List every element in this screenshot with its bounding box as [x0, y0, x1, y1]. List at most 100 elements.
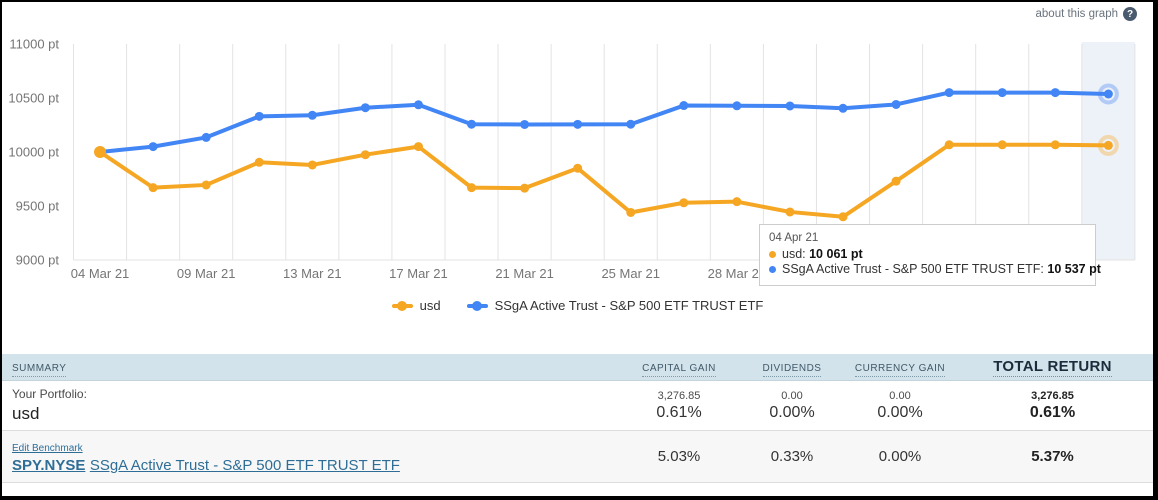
tooltip-series-bullet — [769, 266, 776, 273]
hover-halo-benchmark — [1097, 83, 1119, 105]
hovered-column-highlight — [1081, 42, 1135, 260]
legend-marker-icon — [391, 300, 413, 311]
about-this-graph-link[interactable]: about this graph ? — [1036, 7, 1137, 21]
chart-tooltip: 04 Apr 21 usd: 10 061 pt SSgA Active Trus… — [759, 224, 1101, 286]
data-point-benchmark[interactable] — [679, 101, 689, 111]
legend-item-usd[interactable]: usd — [391, 298, 441, 313]
data-point-usd[interactable] — [785, 207, 795, 217]
tooltip-row: usd: 10 061 pt — [769, 247, 1087, 262]
chart-legend: usd SSgA Active Trust - S&P 500 ETF TRUST… — [2, 298, 1153, 313]
legend-label: SSgA Active Trust - S&P 500 ETF TRUST ET… — [494, 298, 764, 313]
x-axis-tick-label: 17 Mar 21 — [389, 266, 448, 281]
data-point-benchmark[interactable] — [148, 142, 158, 152]
data-point-benchmark[interactable] — [891, 99, 901, 109]
data-point-usd[interactable] — [413, 142, 423, 152]
summary-table-section: SUMMARY CAPITAL GAIN DIVIDENDS CURRENCY … — [2, 354, 1153, 483]
data-point-benchmark[interactable] — [467, 119, 477, 129]
benchmark-row: Edit Benchmark SPY.NYSE SSgA Active Trus… — [2, 430, 1153, 483]
hover-halo-usd — [1097, 134, 1119, 156]
performance-line-chart: 11000 pt 10500 pt 10000 pt 9500 pt 9000 pt 04… — [8, 37, 1136, 281]
edit-benchmark-link[interactable]: Edit Benchmark — [12, 443, 83, 454]
data-point-usd[interactable] — [201, 180, 211, 190]
data-point-usd[interactable] — [944, 140, 954, 150]
data-point-usd[interactable] — [679, 198, 689, 208]
data-point-benchmark[interactable] — [785, 101, 795, 111]
portfolio-dividends-amount: 0.00 — [781, 389, 803, 402]
header-total-return[interactable]: TOTAL RETURN — [993, 358, 1112, 377]
y-axis-tick-label: 9500 pt — [16, 199, 60, 214]
data-point-usd[interactable] — [1103, 140, 1113, 150]
legend-item-benchmark[interactable]: SSgA Active Trust - S&P 500 ETF TRUST ET… — [466, 298, 764, 313]
tooltip-row: SSgA Active Trust - S&P 500 ETF TRUST ET… — [769, 262, 1101, 277]
portfolio-currency-gain-amount: 0.00 — [889, 389, 911, 402]
summary-table: SUMMARY CAPITAL GAIN DIVIDENDS CURRENCY … — [2, 354, 1153, 483]
header-currency-gain[interactable]: CURRENCY GAIN — [854, 363, 946, 377]
data-point-benchmark[interactable] — [413, 100, 423, 110]
portfolio-row: Your Portfolio: usd 3,276.85 0.61% 0.00 … — [2, 380, 1153, 431]
data-point-usd[interactable] — [732, 197, 742, 207]
data-point-usd[interactable] — [254, 157, 264, 167]
tooltip-series-bullet — [769, 251, 776, 258]
x-axis-tick-label: 28 Mar 21 — [708, 266, 767, 281]
portfolio-capital-gain-amount: 3,276.85 — [657, 389, 701, 402]
data-point-benchmark[interactable] — [360, 103, 370, 113]
benchmark-name-link[interactable]: SSgA Active Trust - S&P 500 ETF TRUST ET… — [89, 457, 400, 474]
tooltip-date: 04 Apr 21 — [769, 232, 819, 244]
header-dividends[interactable]: DIVIDENDS — [762, 363, 822, 377]
data-point-usd[interactable] — [838, 212, 848, 222]
series-line-benchmark — [98, 90, 1111, 154]
data-point-benchmark[interactable] — [254, 111, 264, 121]
header-capital-gain[interactable]: CAPITAL GAIN — [642, 363, 716, 377]
x-axis-tick-label: 09 Mar 21 — [177, 266, 236, 281]
portfolio-currency-gain-percent: 0.00% — [877, 403, 923, 421]
portfolio-dividends-percent: 0.00% — [769, 403, 815, 421]
legend-label: usd — [419, 298, 441, 313]
data-point-benchmark[interactable] — [732, 101, 742, 111]
data-point-usd[interactable] — [360, 150, 370, 160]
data-point-benchmark[interactable] — [520, 119, 530, 129]
portfolio-label: Your Portfolio: — [12, 387, 87, 401]
data-point-benchmark[interactable] — [997, 88, 1007, 98]
help-icon[interactable]: ? — [1123, 7, 1137, 21]
data-point-usd[interactable] — [148, 183, 158, 193]
x-axis-tick-label: 04 Mar 21 — [71, 266, 130, 281]
summary-table-header-row: SUMMARY CAPITAL GAIN DIVIDENDS CURRENCY … — [2, 354, 1153, 381]
y-axis-tick-label: 10500 pt — [8, 91, 59, 106]
data-point-usd[interactable] — [573, 163, 583, 173]
data-point-usd[interactable] — [1050, 140, 1060, 150]
data-point-usd[interactable] — [997, 140, 1007, 150]
series-line-usd — [98, 142, 1111, 219]
data-point-usd[interactable] — [520, 183, 530, 193]
benchmark-ticker-link[interactable]: SPY.NYSE — [12, 457, 86, 474]
benchmark-total-return-percent: 5.37% — [1031, 448, 1074, 465]
data-point-usd[interactable] — [94, 146, 107, 158]
data-point-usd[interactable] — [891, 176, 901, 186]
data-point-benchmark[interactable] — [626, 119, 636, 129]
data-point-usd[interactable] — [467, 183, 477, 193]
portfolio-name: usd — [12, 404, 40, 423]
y-axis-tick-label: 9000 pt — [16, 253, 60, 268]
about-this-graph-label: about this graph — [1035, 8, 1118, 20]
data-point-usd[interactable] — [626, 207, 636, 217]
y-axis-tick-label: 10000 pt — [8, 145, 59, 160]
header-summary[interactable]: SUMMARY — [12, 363, 67, 377]
benchmark-currency-gain-percent: 0.00% — [878, 448, 922, 465]
legend-marker-icon — [466, 300, 488, 311]
data-point-benchmark[interactable] — [944, 88, 954, 98]
tooltip-series-text: SSgA Active Trust - S&P 500 ETF TRUST ET… — [782, 262, 1101, 276]
data-point-benchmark[interactable] — [838, 103, 848, 113]
data-point-usd[interactable] — [307, 160, 317, 170]
x-axis-tick-label: 21 Mar 21 — [495, 266, 554, 281]
portfolio-total-return-amount: 3,276.85 — [1031, 389, 1074, 402]
benchmark-dividends-percent: 0.33% — [770, 448, 814, 465]
data-point-benchmark[interactable] — [1103, 89, 1113, 99]
data-point-benchmark[interactable] — [573, 119, 583, 129]
x-axis-tick-label: 25 Mar 21 — [601, 266, 660, 281]
portfolio-total-return-percent: 0.61% — [1029, 403, 1076, 421]
benchmark-capital-gain-percent: 5.03% — [657, 448, 701, 465]
data-point-benchmark[interactable] — [201, 132, 211, 142]
data-point-benchmark[interactable] — [307, 110, 317, 120]
tooltip-series-text: usd: 10 061 pt — [782, 247, 863, 261]
data-point-benchmark[interactable] — [1050, 88, 1060, 98]
